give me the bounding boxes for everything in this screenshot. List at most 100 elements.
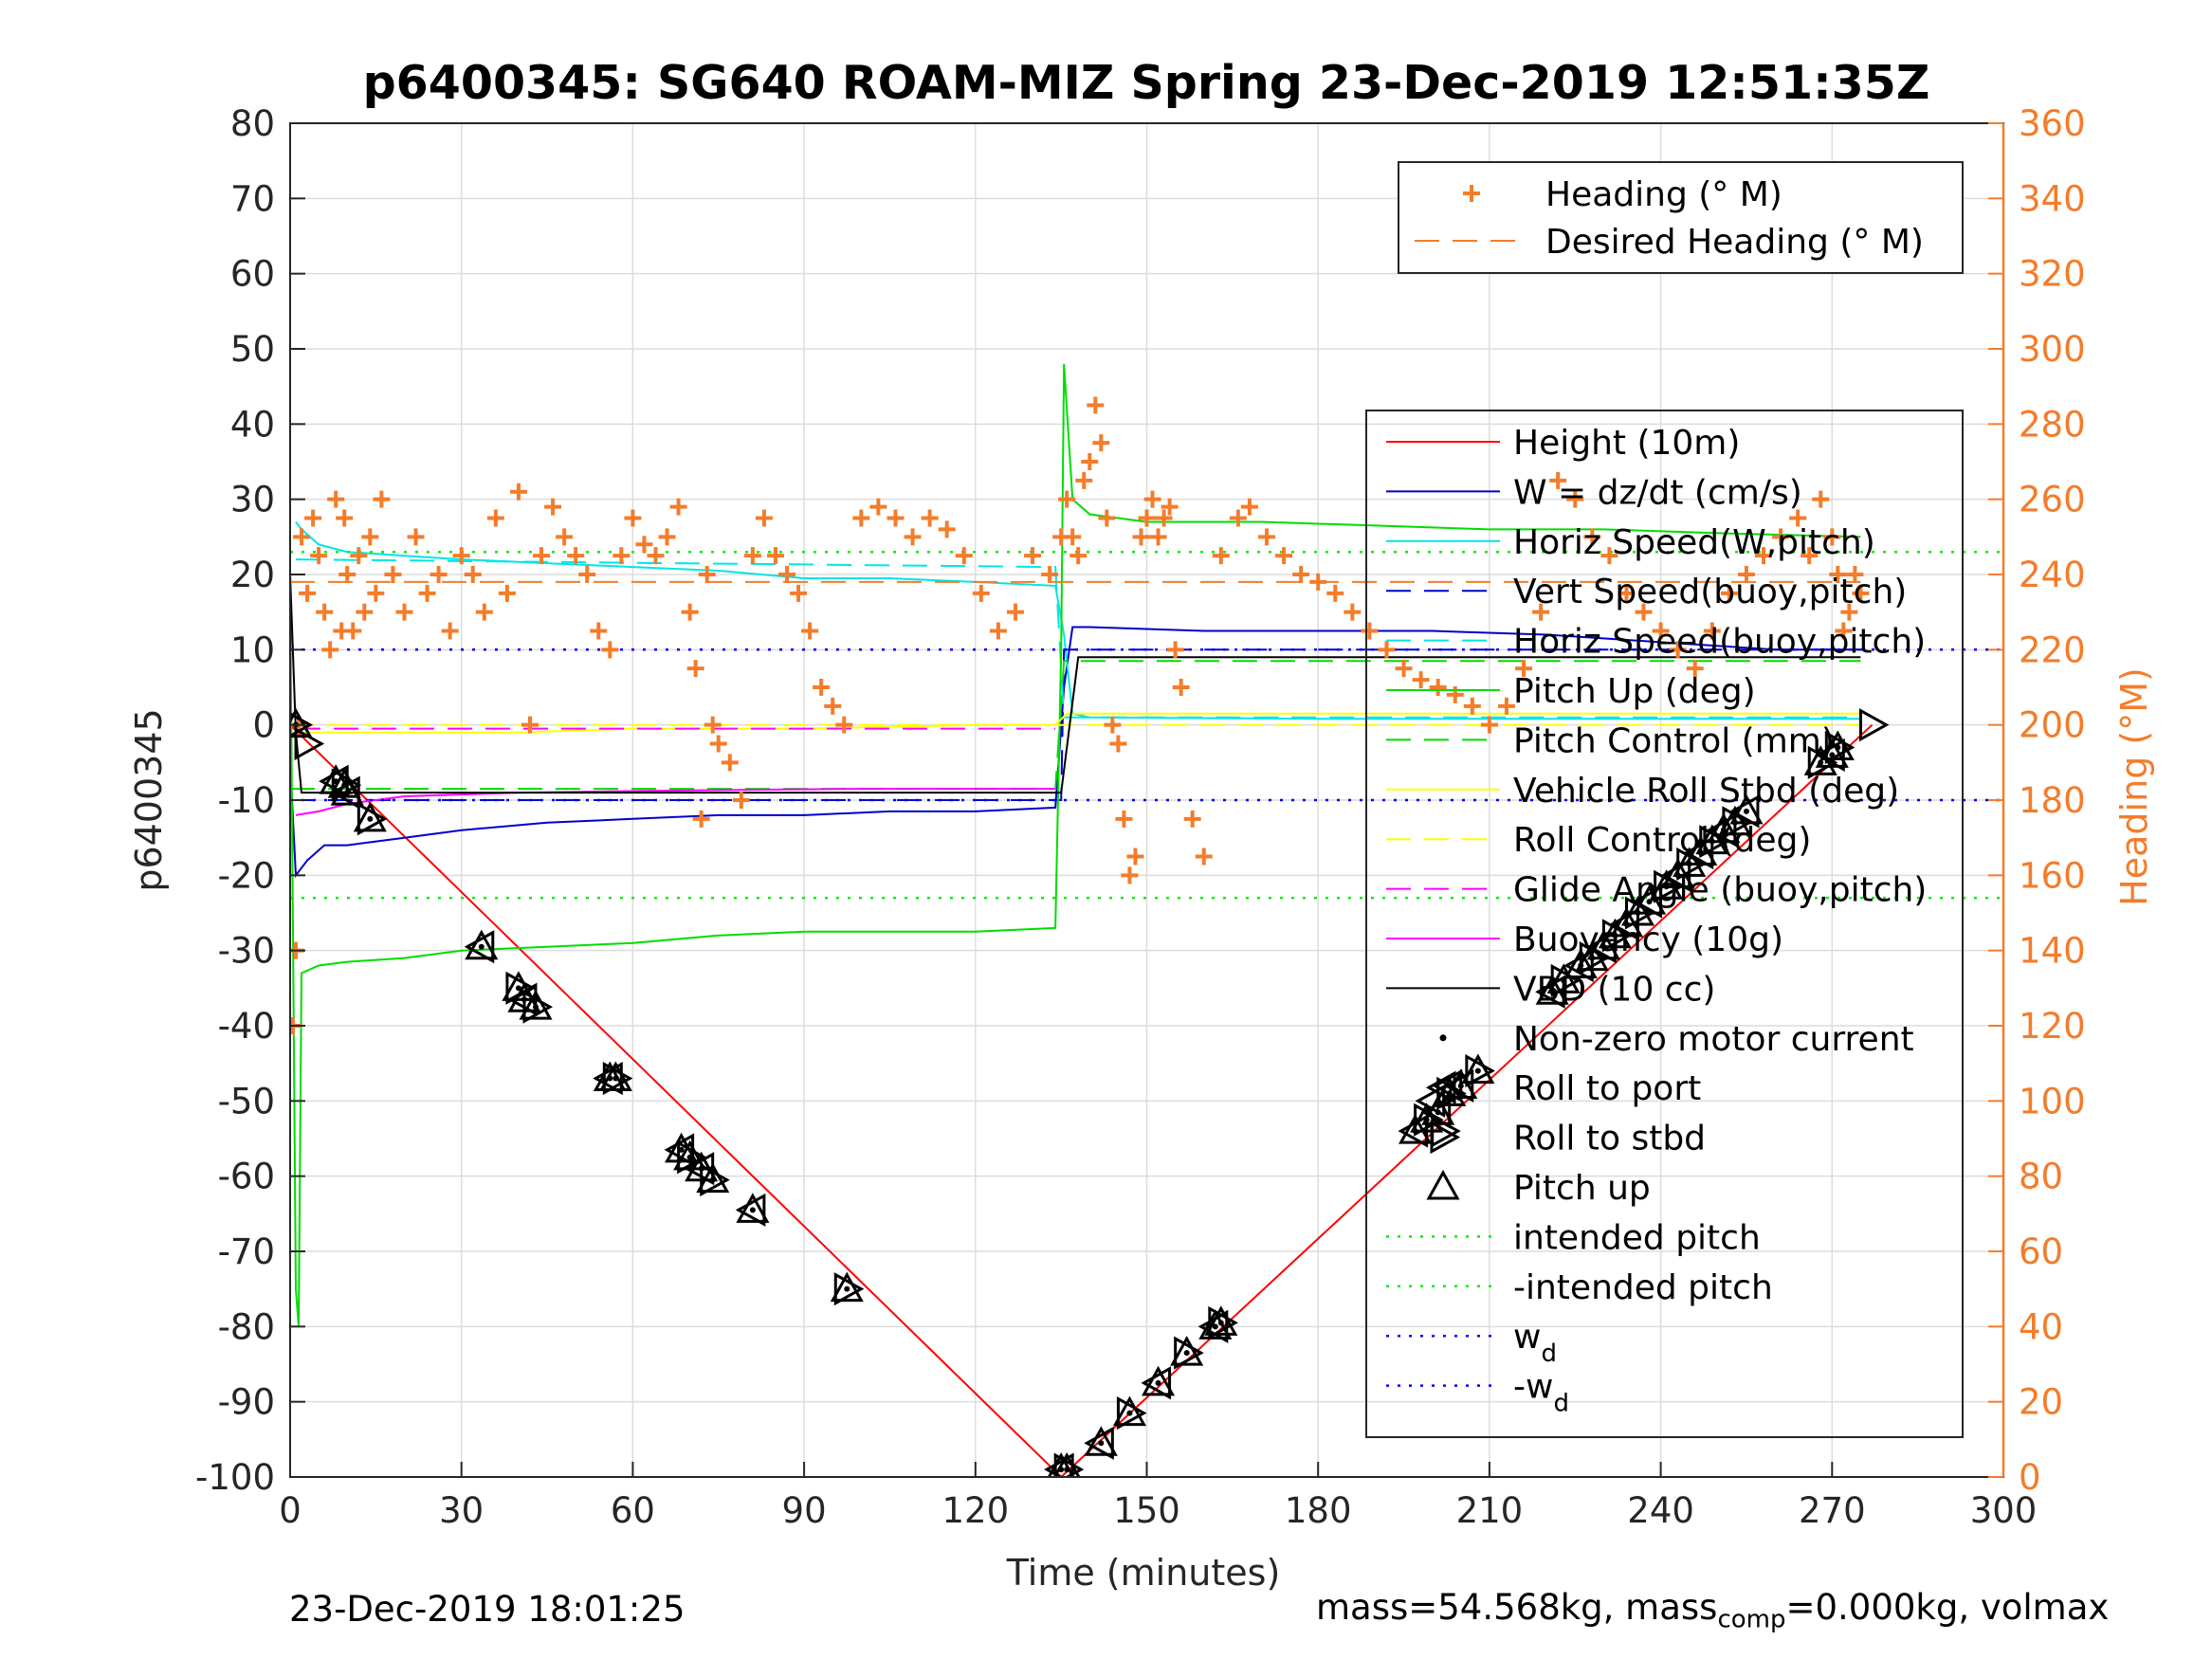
heading-point-13	[344, 622, 362, 640]
motor-dot-19	[1098, 1440, 1105, 1447]
pitch-up-marker-21	[1141, 1365, 1176, 1396]
heading-point-11	[336, 509, 354, 527]
y-right-tick-label-17: 20	[2019, 1382, 2063, 1423]
heading-point-29	[498, 584, 516, 602]
legend-entry-horiz-speed-w-pitch: Horiz Speed(W,pitch)	[1386, 523, 1875, 562]
heading-point-72	[1024, 547, 1042, 565]
legend-entry-intended-pitch: intended pitch	[1386, 1218, 1761, 1257]
roll-marker-21	[1141, 1366, 1172, 1400]
roll-to-stbd-marker-0	[294, 726, 325, 761]
heading-point-58	[801, 622, 819, 640]
legend-entry-vehicle-roll-stbd-deg: Vehicle Roll Stbd (deg)	[1386, 772, 1899, 811]
x-tick-label-7: 210	[1456, 1490, 1524, 1531]
legend-label: Height (10m)	[1513, 424, 1740, 463]
heading-point-14	[350, 547, 368, 565]
y-left-tick-label-9: -10	[218, 780, 275, 821]
y-right-tick-label-4: 280	[2019, 404, 2086, 445]
heading-point-86	[1121, 866, 1139, 884]
legend-entry-non-zero-motor-current: Non-zero motor current	[1439, 1020, 1914, 1059]
legend-entry-vert-speed-buoy-pitch: Vert Speed(buoy,pitch)	[1386, 573, 1907, 611]
heading-point-130	[1755, 547, 1773, 565]
legend-entry-w-dz-dt-cm-s: W = dz/dt (cm/s)	[1386, 473, 1802, 512]
y-right-tick-label-16: 40	[2019, 1306, 2063, 1347]
heading-point-43	[658, 528, 676, 546]
pitch-up-marker-16	[830, 1271, 864, 1303]
heading-point-129	[1737, 566, 1755, 583]
pitch-up-marker-15	[736, 1193, 770, 1223]
x-tick-label-4: 120	[941, 1490, 1009, 1531]
heading-point-81	[1092, 434, 1110, 452]
x-tick-label-2: 60	[611, 1490, 655, 1531]
heading-point-76	[1064, 528, 1082, 546]
heading-point-95	[1172, 679, 1190, 696]
y-left-tick-label-6: 20	[230, 555, 275, 595]
pitch-up-marker-42	[1673, 847, 1707, 877]
heading-point-99	[1229, 509, 1247, 527]
series-w-dz-dt-cm-s	[290, 626, 1861, 879]
y-left-tick-label-15: -70	[218, 1231, 275, 1272]
y-right-tick-label-6: 240	[2019, 555, 2086, 595]
roll-to-port-marker-1	[1432, 1068, 1463, 1103]
heading-point-70	[989, 622, 1007, 640]
legend-label: Horiz Speed(W,pitch)	[1513, 523, 1875, 562]
heading-point-42	[647, 547, 665, 565]
y-right-tick-label-9: 180	[2019, 780, 2086, 821]
heading-point-116	[1515, 660, 1533, 678]
motor-dot-16	[844, 1285, 850, 1292]
heading-point-133	[1801, 547, 1819, 565]
pitch-up-marker-30	[1461, 1053, 1495, 1085]
motor-dot-5	[478, 943, 484, 950]
series-pitch-up-deg	[290, 363, 1861, 1327]
axes: 0 30 60 90 120 150 180 210 240 270 300807060504030…	[195, 103, 2086, 1531]
legend-label: wd	[1513, 1318, 1557, 1368]
y-left-tick-label-1: 70	[230, 178, 275, 219]
heading-point-19	[384, 566, 402, 583]
heading-point-18	[373, 490, 391, 508]
roll-to-stbd-marker-2	[1858, 708, 1890, 742]
heading-point-38	[601, 641, 619, 659]
heading-point-107	[1361, 622, 1379, 640]
heading-point-24	[441, 622, 459, 640]
y-left-tick-label-8: 0	[252, 705, 275, 746]
x-tick-label-6: 180	[1285, 1490, 1352, 1531]
heading-point-57	[790, 584, 808, 602]
x-tick-label-1: 30	[439, 1490, 484, 1531]
heading-point-79	[1081, 453, 1099, 470]
heading-point-30	[509, 483, 527, 501]
roll-marker-30	[1465, 1054, 1495, 1088]
legend-sample	[1463, 185, 1480, 202]
motor-dot-6	[515, 985, 521, 992]
legend-entry-intended-pitch: -intended pitch	[1386, 1268, 1773, 1307]
y-left-tick-label-18: -100	[195, 1457, 275, 1498]
heading-point-6	[310, 547, 328, 565]
legend-entry-desired-heading-m: Desired Heading (° M)	[1415, 223, 1924, 262]
motor-dot-15	[749, 1207, 756, 1213]
heading-point-100	[1240, 498, 1258, 516]
heading-point-65	[904, 528, 922, 546]
heading-point-136	[1829, 566, 1847, 583]
roll-marker-15	[735, 1193, 766, 1227]
heading-point-114	[1480, 716, 1498, 734]
series-heading-points	[290, 396, 1870, 1034]
heading-point-75	[1058, 490, 1076, 508]
y-right-tick-label-0: 360	[2019, 103, 2086, 144]
legend-label: -wd	[1513, 1368, 1569, 1418]
pitch-up-marker-19	[1084, 1426, 1118, 1456]
heading-point-115	[1497, 697, 1515, 715]
heading-point-60	[824, 697, 842, 715]
heading-point-118	[1549, 471, 1567, 489]
x-tick-label-10: 300	[1970, 1490, 2038, 1531]
pitch-up-marker-8	[519, 990, 553, 1020]
legend-entry-roll-to-port: Roll to port	[1425, 1069, 1701, 1108]
heading-point-48	[698, 566, 716, 583]
pitch-up-marker-14	[696, 1162, 730, 1194]
chart-title: p6400345: SG640 ROAM-MIZ Spring 23-Dec-2…	[363, 56, 1930, 110]
heading-point-127	[1703, 622, 1721, 640]
legend-entry-pitch-up: Pitch up	[1426, 1169, 1651, 1208]
roll-marker-16	[833, 1272, 865, 1306]
series-horiz-speed-buoy-pitch	[295, 558, 1861, 719]
roll-marker-48	[1807, 745, 1838, 779]
heading-point-108	[1378, 641, 1396, 659]
motor-dot-50	[1835, 744, 1841, 751]
